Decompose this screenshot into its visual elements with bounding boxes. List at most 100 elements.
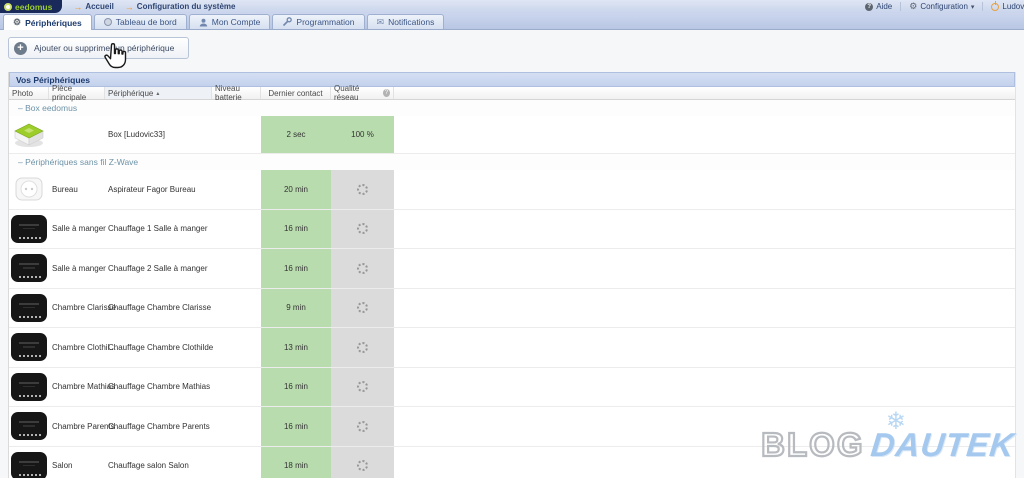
table-row[interactable]: Bureau Aspirateur Fagor Bureau 20 min xyxy=(9,170,1015,210)
column-header-photo[interactable]: Photo xyxy=(9,87,49,99)
column-header-niveau-batterie[interactable]: Niveau batterie xyxy=(212,84,261,102)
table-title-label: Vos Périphériques xyxy=(16,74,91,85)
device-filler-cell xyxy=(394,368,1015,407)
tab-label: Notifications xyxy=(388,17,435,27)
loading-spinner-icon xyxy=(357,341,368,353)
loading-spinner-icon xyxy=(357,183,368,195)
device-room-cell: Chambre Clarisse xyxy=(52,303,117,313)
device-battery-cell xyxy=(212,210,261,249)
device-filler-cell xyxy=(394,249,1015,288)
device-network-quality-cell xyxy=(331,407,394,446)
loading-spinner-icon xyxy=(357,223,368,235)
relay-module-photo xyxy=(11,412,47,441)
device-name-cell: Box [Ludovic33] xyxy=(108,130,165,139)
group-label: – Périphériques sans fil Z-Wave xyxy=(18,157,139,167)
device-group-header: – Périphériques sans fil Z-Wave xyxy=(9,154,1015,170)
watermark-dautek: DAUTEK xyxy=(868,426,1016,463)
tab-programmation[interactable]: Programmation xyxy=(272,14,365,29)
device-photo-cell xyxy=(9,447,49,478)
tab-label: Programmation xyxy=(296,17,355,27)
configuration-menu[interactable]: ⚙ Configuration ▾ xyxy=(900,2,982,11)
loading-spinner-icon xyxy=(357,460,368,472)
tab-notifications[interactable]: ✉ Notifications xyxy=(366,14,445,29)
device-battery-cell xyxy=(212,116,261,153)
power-icon xyxy=(991,1,1000,11)
user-icon xyxy=(199,18,208,27)
wrench-icon xyxy=(283,17,293,27)
loading-spinner-icon xyxy=(357,262,368,274)
help-icon: ? xyxy=(865,2,874,11)
device-name-cell: Chauffage 1 Salle à manger xyxy=(108,224,208,234)
watermark-blog: BLOG xyxy=(760,425,865,464)
arrow-icon: → xyxy=(124,1,134,12)
table-body: – Box eedomus Box [Ludovic33] 2 sec 100 … xyxy=(9,100,1015,478)
device-photo-cell xyxy=(9,116,49,153)
column-header-filler xyxy=(394,87,1015,99)
device-network-quality-cell xyxy=(331,209,394,248)
device-name-cell: Chauffage Chambre Clarisse xyxy=(108,303,212,313)
device-group-header: – Box eedomus xyxy=(9,100,1015,116)
device-name-cell: Chauffage salon Salon xyxy=(108,461,189,471)
device-photo-cell xyxy=(9,249,49,288)
table-row[interactable]: Chambre Clarisse Chauffage Chambre Clari… xyxy=(9,288,1015,328)
table-title: Vos Périphériques xyxy=(9,72,1015,87)
device-filler-cell xyxy=(394,328,1015,367)
eedomus-logo-text: eedomus xyxy=(15,1,53,12)
user-label: Ludovic xyxy=(1002,2,1024,11)
device-room-cell: Salon xyxy=(52,461,73,471)
table-row[interactable]: Salon Chauffage salon Salon 18 min xyxy=(9,446,1015,478)
device-photo-cell xyxy=(9,289,49,328)
link-configuration-systeme-label: Configuration du système xyxy=(136,2,236,11)
device-battery-cell xyxy=(212,328,261,367)
table-row[interactable]: Chambre Mathias Chauffage Chambre Mathia… xyxy=(9,367,1015,407)
topbar-right: ? Aide ⚙ Configuration ▾ Ludovic xyxy=(857,0,1024,13)
tab-tableau-de-bord[interactable]: Tableau de bord xyxy=(93,14,187,29)
table-row[interactable]: Salle à manger Chauffage 2 Salle à mange… xyxy=(9,249,1015,289)
tab-bar: ⚙ Périphériques Tableau de bord Mon Comp… xyxy=(0,13,1024,30)
column-header-dernier-contact[interactable]: Dernier contact xyxy=(261,87,331,99)
device-network-quality-cell xyxy=(331,249,394,288)
device-network-quality-cell xyxy=(331,170,394,209)
device-photo-cell xyxy=(9,328,49,367)
loading-spinner-icon xyxy=(357,381,368,393)
device-photo-cell xyxy=(9,170,49,209)
device-photo-cell xyxy=(9,210,49,249)
device-network-quality-cell xyxy=(331,288,394,327)
gear-icon: ⚙ xyxy=(909,1,918,11)
help-menu[interactable]: ? Aide xyxy=(857,2,900,11)
device-last-contact-cell: 16 min xyxy=(261,209,331,248)
table-row[interactable]: Box [Ludovic33] 2 sec 100 % xyxy=(9,116,1015,154)
plus-icon: + xyxy=(14,41,27,55)
tab-mon-compte[interactable]: Mon Compte xyxy=(188,14,271,29)
device-last-contact-cell: 18 min xyxy=(261,446,331,478)
tab-label: Tableau de bord xyxy=(115,17,177,27)
device-room-cell: Chambre Mathias xyxy=(52,382,116,392)
device-room-cell xyxy=(49,116,105,153)
gear-icon: ⚙ xyxy=(13,17,22,27)
eedomus-logo[interactable]: eedomus xyxy=(0,0,63,13)
column-header-qualite-reseau[interactable]: Qualité réseau ? xyxy=(331,84,394,102)
link-accueil[interactable]: → Accueil xyxy=(73,2,113,12)
device-network-quality-cell xyxy=(331,367,394,406)
add-device-button-label: Ajouter ou supprimer un périphérique xyxy=(34,43,175,53)
table-row[interactable]: Chambre Parents Chauffage Chambre Parent… xyxy=(9,407,1015,447)
user-menu[interactable]: Ludovic xyxy=(982,1,1024,11)
table-row[interactable]: Chambre Clothil... Chauffage Chambre Clo… xyxy=(9,328,1015,368)
content: + Ajouter ou supprimer un périphérique V… xyxy=(0,30,1024,478)
table-row[interactable]: Salle à manger Chauffage 1 Salle à mange… xyxy=(9,209,1015,249)
relay-module-photo xyxy=(11,254,47,283)
device-name-cell: Chauffage Chambre Mathias xyxy=(108,382,211,392)
info-icon[interactable]: ? xyxy=(382,89,390,97)
column-header-peripherique[interactable]: Périphérique ▴ xyxy=(105,87,212,99)
device-battery-cell xyxy=(212,170,261,209)
device-network-quality-cell: 100 % xyxy=(331,116,394,153)
column-header-piece-principale[interactable]: Pièce principale xyxy=(49,84,105,102)
chevron-down-icon: ▾ xyxy=(970,3,975,11)
add-device-button[interactable]: + Ajouter ou supprimer un périphérique xyxy=(8,37,190,59)
tab-label: Périphériques xyxy=(25,17,82,28)
snowflake-icon: ❄ xyxy=(885,408,906,435)
envelope-icon: ✉ xyxy=(376,16,385,27)
link-configuration-systeme[interactable]: → Configuration du système xyxy=(125,2,236,12)
tab-peripheriques[interactable]: ⚙ Périphériques xyxy=(3,14,92,30)
device-last-contact-cell: 16 min xyxy=(261,407,331,446)
